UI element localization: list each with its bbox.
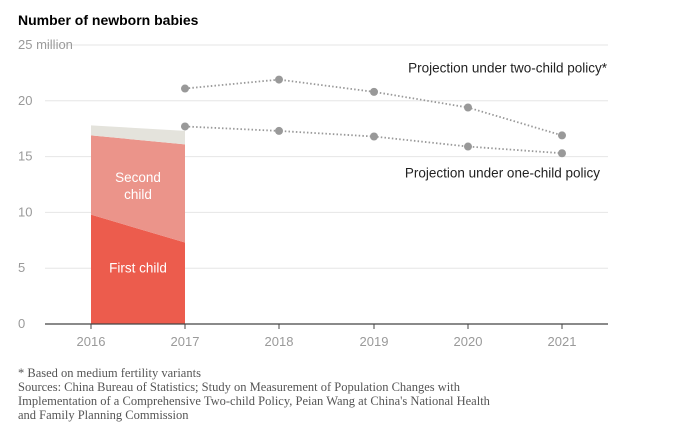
projection-point	[275, 126, 283, 135]
projection-point	[558, 149, 566, 158]
y-tick-label: 15	[18, 149, 32, 164]
x-tick-label: 2021	[548, 334, 577, 349]
projection-label: Projection under two-child policy*	[408, 60, 608, 75]
projection-point	[275, 75, 283, 84]
y-tick-label: 10	[18, 204, 32, 219]
x-tick-label: 2019	[360, 334, 389, 349]
x-tick-label: 2017	[171, 334, 200, 349]
footnote: * Based on medium fertility variants Sou…	[18, 366, 618, 422]
footnote-note: * Based on medium fertility variants	[18, 366, 201, 380]
area-first-child	[91, 214, 185, 324]
x-tick-label: 2020	[454, 334, 483, 349]
source-line: and Family Planning Commission	[18, 408, 189, 422]
projection-line	[184, 78, 563, 137]
projection-point	[370, 132, 378, 141]
y-tick-label: 25 million	[18, 37, 73, 52]
chart-title: Number of newborn babies	[18, 12, 199, 28]
source-line: Sources: China Bureau of Statistics; Stu…	[18, 380, 460, 394]
projection-point	[464, 103, 472, 112]
x-tick-label: 2016	[77, 334, 106, 349]
projection-point	[558, 131, 566, 140]
projection-point	[464, 142, 472, 151]
projection-label: Projection under one-child policy	[405, 165, 600, 180]
area-label: Second	[115, 170, 161, 185]
projection-point	[181, 122, 189, 131]
y-tick-label: 20	[18, 93, 32, 108]
y-tick-label: 0	[18, 316, 25, 331]
y-tick-label: 5	[18, 260, 25, 275]
area-second-child	[91, 135, 185, 243]
area-other	[91, 125, 185, 145]
x-tick-label: 2018	[265, 334, 294, 349]
projection-point	[181, 84, 189, 93]
area-label: First child	[109, 260, 167, 275]
area-label: child	[124, 187, 152, 202]
projection-point	[370, 87, 378, 96]
source-line: Implementation of a Comprehensive Two-ch…	[18, 394, 490, 408]
